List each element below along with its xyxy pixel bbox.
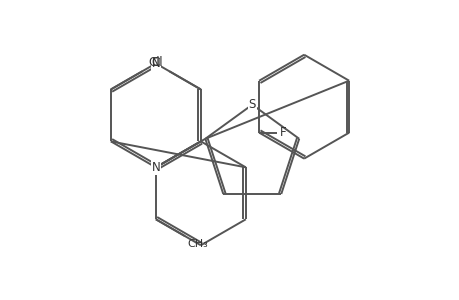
Text: N: N bbox=[151, 161, 160, 174]
Text: N: N bbox=[151, 57, 160, 70]
Text: Cl: Cl bbox=[151, 56, 163, 69]
Text: CH₃: CH₃ bbox=[187, 239, 208, 249]
Text: S: S bbox=[248, 98, 255, 111]
Text: Cl: Cl bbox=[148, 56, 160, 69]
Text: F: F bbox=[280, 126, 286, 139]
